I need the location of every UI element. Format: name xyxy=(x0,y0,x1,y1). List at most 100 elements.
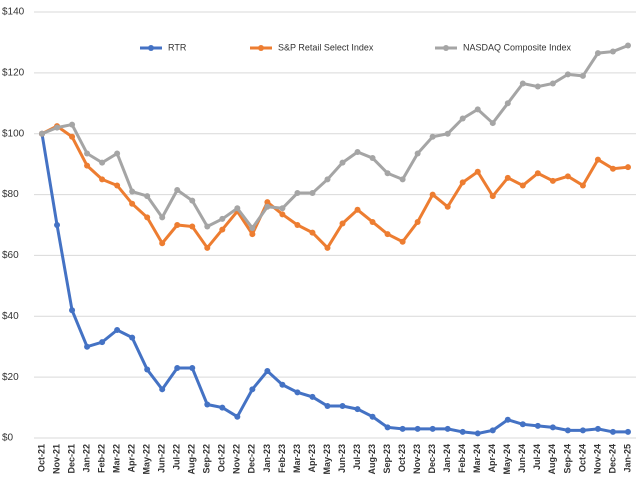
y-tick-label: $40 xyxy=(2,311,19,322)
point xyxy=(534,170,541,177)
point xyxy=(204,223,211,230)
point xyxy=(354,406,361,413)
point xyxy=(354,206,361,213)
y-tick-label: $80 xyxy=(2,189,19,200)
point xyxy=(114,182,121,189)
point xyxy=(609,48,616,55)
point xyxy=(609,428,616,435)
point xyxy=(234,413,241,420)
x-tick-label: Oct-23 xyxy=(397,444,407,472)
point xyxy=(354,148,361,155)
legend-marker xyxy=(258,45,264,51)
point xyxy=(444,130,451,137)
x-tick-label: Dec-24 xyxy=(607,444,617,474)
point xyxy=(219,404,226,411)
x-tick-label: Feb-22 xyxy=(96,444,106,473)
point xyxy=(444,203,451,210)
point xyxy=(474,106,481,113)
x-tick-label: Jul-22 xyxy=(172,444,182,470)
x-tick-label: Jan-25 xyxy=(622,444,632,473)
point xyxy=(339,403,346,410)
point xyxy=(339,220,346,227)
point xyxy=(294,389,301,396)
point xyxy=(144,366,151,373)
point xyxy=(459,428,466,435)
x-tick-label: Jan-23 xyxy=(262,444,272,473)
x-tick-label: Apr-23 xyxy=(307,444,317,473)
x-tick-label: Jun-23 xyxy=(337,444,347,473)
point xyxy=(39,130,45,137)
point xyxy=(189,197,196,204)
point xyxy=(369,413,376,420)
point xyxy=(414,218,421,225)
point xyxy=(489,427,496,434)
x-tick-label: Aug-22 xyxy=(187,444,197,475)
x-tick-label: Jan-24 xyxy=(442,444,452,473)
point xyxy=(519,80,526,87)
point xyxy=(69,307,76,314)
point xyxy=(174,222,181,228)
point xyxy=(384,170,391,177)
point xyxy=(159,214,166,221)
point xyxy=(279,211,286,218)
point xyxy=(414,425,421,432)
point xyxy=(279,205,286,212)
point xyxy=(519,421,526,428)
point xyxy=(234,205,241,212)
point xyxy=(69,121,76,128)
point xyxy=(204,401,211,408)
x-tick-label: Mar-22 xyxy=(112,444,122,473)
point xyxy=(189,223,196,230)
point xyxy=(129,200,136,207)
point xyxy=(534,422,541,429)
x-tick-label: Sep-23 xyxy=(382,444,392,474)
x-tick-label: Nov-22 xyxy=(232,444,242,474)
x-tick-label: Aug-23 xyxy=(367,444,377,475)
point xyxy=(474,430,481,437)
x-tick-label: Jul-23 xyxy=(352,444,362,470)
point xyxy=(369,155,376,162)
point xyxy=(69,133,76,140)
point xyxy=(129,334,136,341)
y-tick-label: $140 xyxy=(2,7,25,18)
legend-label: S&P Retail Select Index xyxy=(278,42,374,52)
point xyxy=(399,238,406,245)
point xyxy=(489,120,496,127)
point xyxy=(444,425,451,432)
point xyxy=(384,424,391,431)
point xyxy=(129,188,136,195)
x-tick-label: Mar-23 xyxy=(292,444,302,473)
x-tick-label: Sep-22 xyxy=(202,444,212,474)
x-tick-label: Sep-24 xyxy=(562,444,572,474)
y-tick-label: $60 xyxy=(2,250,19,261)
point xyxy=(549,80,556,87)
point xyxy=(264,199,271,206)
x-tick-label: Dec-23 xyxy=(427,444,437,474)
point xyxy=(369,218,376,225)
point xyxy=(579,427,586,434)
point xyxy=(625,164,631,171)
point xyxy=(504,174,511,181)
x-tick-label: Nov-21 xyxy=(51,444,61,474)
point xyxy=(384,231,391,238)
point xyxy=(114,150,121,157)
y-tick-label: $120 xyxy=(2,67,25,78)
x-tick-label: Jun-24 xyxy=(517,444,527,473)
point xyxy=(399,176,406,183)
y-tick-label: $20 xyxy=(2,372,19,383)
point xyxy=(324,403,331,410)
point xyxy=(99,159,106,166)
point xyxy=(54,222,61,228)
point xyxy=(339,159,346,166)
legend-label: RTR xyxy=(168,42,187,52)
point xyxy=(579,72,586,79)
point xyxy=(504,416,511,423)
point xyxy=(84,343,91,350)
y-tick-label: $0 xyxy=(2,433,14,444)
x-tick-label: Aug-24 xyxy=(547,444,557,475)
point xyxy=(249,225,256,232)
legend-marker xyxy=(443,45,449,51)
point xyxy=(594,50,601,57)
point xyxy=(309,393,316,400)
